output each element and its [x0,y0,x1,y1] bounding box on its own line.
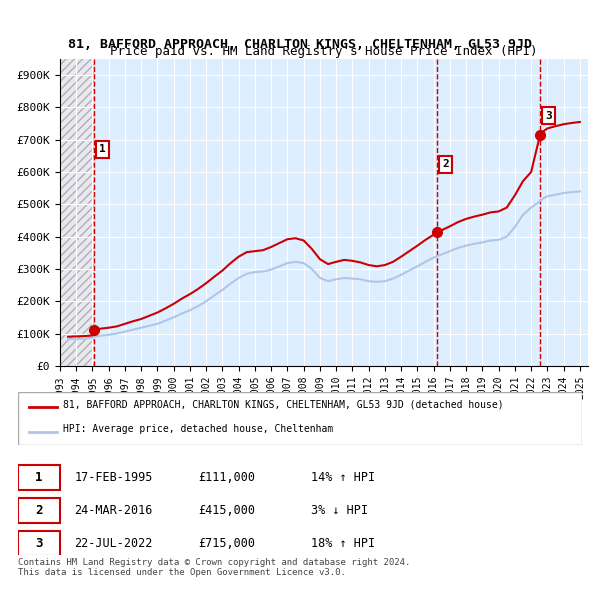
Text: HPI: Average price, detached house, Cheltenham: HPI: Average price, detached house, Chel… [63,424,334,434]
Title: Price paid vs. HM Land Registry's House Price Index (HPI): Price paid vs. HM Land Registry's House … [110,45,538,58]
Text: £415,000: £415,000 [199,504,256,517]
Text: 17-FEB-1995: 17-FEB-1995 [74,471,153,484]
Text: 1: 1 [100,145,106,155]
Text: 22-JUL-2022: 22-JUL-2022 [74,537,153,550]
Text: £111,000: £111,000 [199,471,256,484]
Bar [60,59,94,366]
Text: 3% ↓ HPI: 3% ↓ HPI [311,504,368,517]
Text: 3: 3 [545,111,551,121]
Text: 81, BAFFORD APPROACH, CHARLTON KINGS, CHELTENHAM, GL53 9JD: 81, BAFFORD APPROACH, CHARLTON KINGS, CH… [68,38,532,51]
FancyBboxPatch shape [18,465,60,490]
FancyBboxPatch shape [18,392,582,445]
Text: 1: 1 [35,471,43,484]
Text: 14% ↑ HPI: 14% ↑ HPI [311,471,376,484]
Text: 18% ↑ HPI: 18% ↑ HPI [311,537,376,550]
Text: 2: 2 [442,159,449,169]
Text: Contains HM Land Registry data © Crown copyright and database right 2024.
This d: Contains HM Land Registry data © Crown c… [18,558,410,577]
Text: 81, BAFFORD APPROACH, CHARLTON KINGS, CHELTENHAM, GL53 9JD (detached house): 81, BAFFORD APPROACH, CHARLTON KINGS, CH… [63,399,504,409]
FancyBboxPatch shape [18,531,60,556]
FancyBboxPatch shape [18,498,60,523]
Text: 24-MAR-2016: 24-MAR-2016 [74,504,153,517]
Text: 3: 3 [35,537,43,550]
Text: 2: 2 [35,504,43,517]
Text: £715,000: £715,000 [199,537,256,550]
